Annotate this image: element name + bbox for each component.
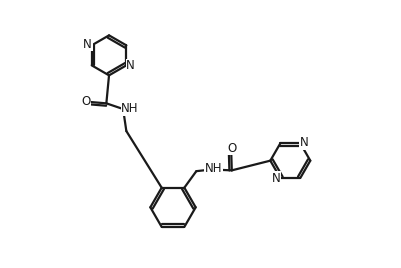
Text: O: O	[227, 142, 236, 155]
Text: NH: NH	[205, 162, 222, 175]
Text: N: N	[271, 172, 280, 185]
Text: O: O	[81, 95, 90, 108]
Text: NH: NH	[121, 102, 138, 115]
Text: N: N	[126, 59, 135, 72]
Text: N: N	[300, 136, 308, 149]
Text: N: N	[83, 38, 91, 51]
